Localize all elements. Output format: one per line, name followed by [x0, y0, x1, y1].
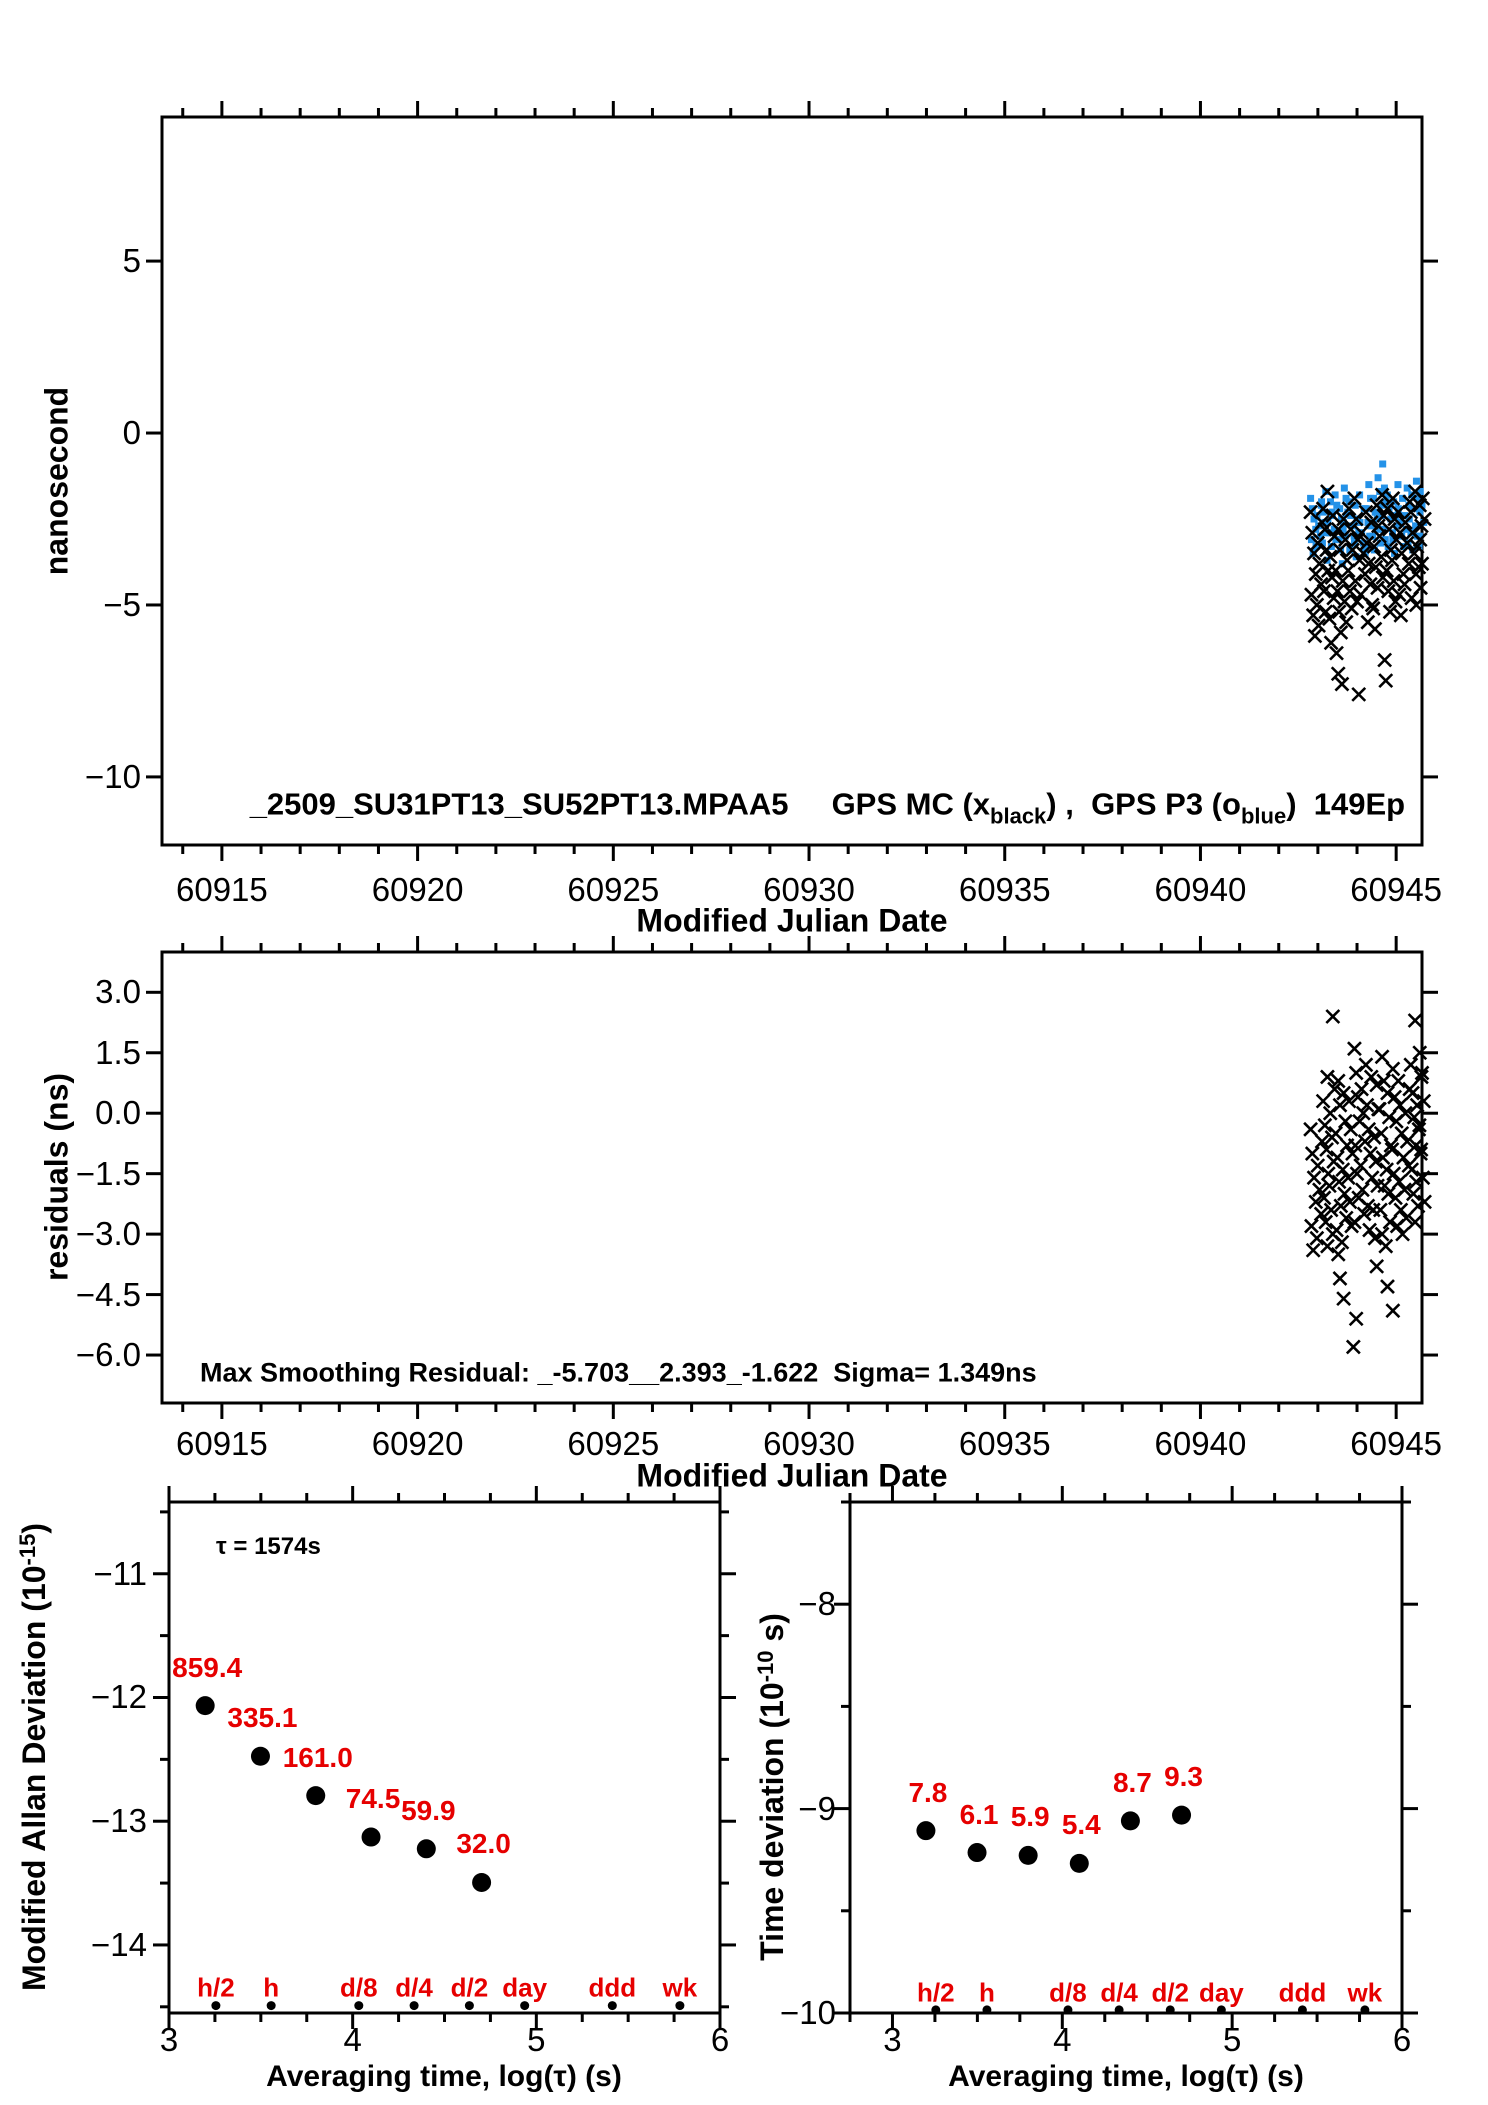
tdev-y-tick-label: −10	[780, 1994, 836, 2031]
mad-value-label: 161.0	[282, 1741, 353, 1773]
tdev-x-tick-label: 5	[1222, 2021, 1242, 2058]
mad-interval-label: wk	[662, 1972, 698, 2003]
mad-points	[195, 1696, 492, 1892]
middle-x-tick-label: 60935	[958, 1425, 1051, 1462]
tdev-interval-label: day	[1198, 1977, 1244, 2008]
tdev-value-label: 7.8	[908, 1776, 948, 1808]
tdev-x-axis-title: Averaging time, log(τ) (s)	[948, 2060, 1304, 2093]
title-filename: _2509_SU31PT13_SU52PT13.MPAA5	[249, 786, 789, 822]
mad-interval-markers	[211, 2001, 685, 2011]
mad-x-tick-label: 4	[343, 2021, 362, 2058]
top-x-tick-label: 60940	[1154, 871, 1247, 908]
tdev-value-label: 9.3	[1164, 1761, 1203, 1793]
mad-x-axis-title: Averaging time, log(τ) (s)	[266, 2060, 622, 2093]
middle-y-tick-label: 3.0	[95, 973, 141, 1011]
mad-x-tick-label: 6	[710, 2021, 730, 2058]
middle-x-tick-label: 60915	[175, 1425, 268, 1462]
middle-y-tick-label: −3.0	[75, 1215, 141, 1253]
middle-x-tick-label: 60940	[1154, 1425, 1247, 1462]
middle-x-axis-title: Modified Julian Date	[636, 1457, 948, 1494]
mad-plot-frame	[153, 1486, 736, 2029]
middle-x-tick-label: 60925	[567, 1425, 660, 1462]
gps-mc-black-points	[1303, 484, 1432, 702]
tdev-y-tick-label: −8	[798, 1585, 836, 1623]
middle-y-tick-label: −6.0	[75, 1336, 141, 1374]
tdev-value-label: 6.1	[959, 1798, 999, 1830]
mad-interval-label: d/2	[450, 1972, 489, 2003]
mad-interval-label: d/4	[395, 1972, 433, 2003]
top-y-tick-label: 5	[122, 242, 141, 280]
tdev-value-label: 8.7	[1112, 1766, 1152, 1798]
mad-y-tick-label: −11	[93, 1554, 147, 1592]
mad-value-label: 74.5	[345, 1783, 401, 1815]
residual-points	[1303, 1009, 1433, 1355]
tdev-value-label: 5.9	[1010, 1801, 1050, 1833]
middle-x-tick-label: 60945	[1350, 1425, 1443, 1462]
mad-value-label: 335.1	[227, 1702, 298, 1734]
tdev-x-tick-label: 3	[883, 2021, 902, 2058]
mad-interval-label: ddd	[588, 1972, 637, 2003]
middle-y-tick-label: −1.5	[75, 1154, 141, 1192]
tdev-points	[916, 1805, 1192, 1873]
top-plot-title: _2509_SU31PT13_SU52PT13.MPAA5 GPS MC (xb…	[249, 786, 1406, 829]
top-x-tick-label: 60945	[1350, 871, 1443, 908]
mad-x-tick-label: 5	[527, 2021, 546, 2058]
middle-y-tick-label: 0.0	[95, 1094, 141, 1132]
tdev-interval-markers	[931, 2005, 1370, 2015]
title-mc-sub: black	[990, 803, 1047, 829]
mad-interval-label: h/2	[197, 1972, 235, 2003]
tdev-interval-label: wk	[1347, 1977, 1383, 2008]
tdev-interval-label: d/4	[1100, 1977, 1138, 2008]
top-y-tick-label: 0	[122, 414, 141, 452]
title-epoch-count: ) 149Ep	[1286, 786, 1406, 822]
tdev-x-tick-label: 6	[1392, 2021, 1412, 2058]
tdev-interval-label: ddd	[1278, 1977, 1327, 2008]
tdev-y-tick-label: −9	[798, 1789, 836, 1827]
tdev-x-tick-label: 4	[1053, 2021, 1072, 2058]
tdev-interval-label: h/2	[917, 1977, 955, 2008]
middle-plot-frame	[146, 936, 1438, 1419]
top-y-tick-label: −10	[85, 757, 141, 795]
title-p3-sub: blue	[1240, 803, 1287, 829]
mad-value-label: 859.4	[172, 1651, 243, 1683]
tdev-plot-frame	[834, 1486, 1418, 2029]
mad-y-tick-label: −13	[91, 1802, 147, 1840]
top-x-tick-label: 60915	[175, 871, 268, 908]
top-x-tick-label: 60930	[763, 871, 855, 908]
max-smoothing-residual-note: Max Smoothing Residual: _-5.703__2.393_-…	[200, 1357, 1037, 1388]
mad-interval-label: day	[502, 1972, 548, 2003]
tdev-interval-label: d/2	[1151, 1977, 1190, 2008]
title-mc-series: GPS MC (x	[831, 786, 991, 822]
middle-x-tick-label: 60930	[763, 1425, 855, 1462]
top-x-tick-label: 60935	[958, 871, 1051, 908]
top-x-axis-title: Modified Julian Date	[636, 902, 948, 939]
mad-y-tick-label: −14	[91, 1925, 147, 1963]
tdev-y-exponent: -10	[753, 1650, 778, 1683]
mad-value-label: 32.0	[456, 1828, 511, 1860]
top-y-tick-label: −5	[103, 585, 141, 623]
tdev-y-axis-title: Time deviation (10-10 s)	[753, 1613, 790, 1961]
tau-annotation: τ = 1574s	[216, 1533, 321, 1560]
mad-interval-label: h	[263, 1972, 280, 2003]
tdev-interval-label: d/8	[1049, 1977, 1087, 2008]
tdev-value-label: 5.4	[1061, 1809, 1101, 1841]
top-x-tick-label: 60925	[567, 871, 660, 908]
mad-x-tick-label: 3	[159, 2021, 179, 2058]
mad-value-label: 59.9	[401, 1794, 456, 1826]
middle-y-tick-label: −4.5	[75, 1275, 141, 1313]
tdev-interval-label: h	[978, 1977, 995, 2008]
mad-interval-label: d/8	[340, 1972, 378, 2003]
middle-y-tick-label: 1.5	[95, 1033, 141, 1071]
top-plot-frame	[146, 101, 1438, 861]
middle-x-tick-label: 60920	[371, 1425, 464, 1462]
mad-y-tick-label: −12	[91, 1678, 147, 1716]
top-x-tick-label: 60920	[371, 871, 464, 908]
